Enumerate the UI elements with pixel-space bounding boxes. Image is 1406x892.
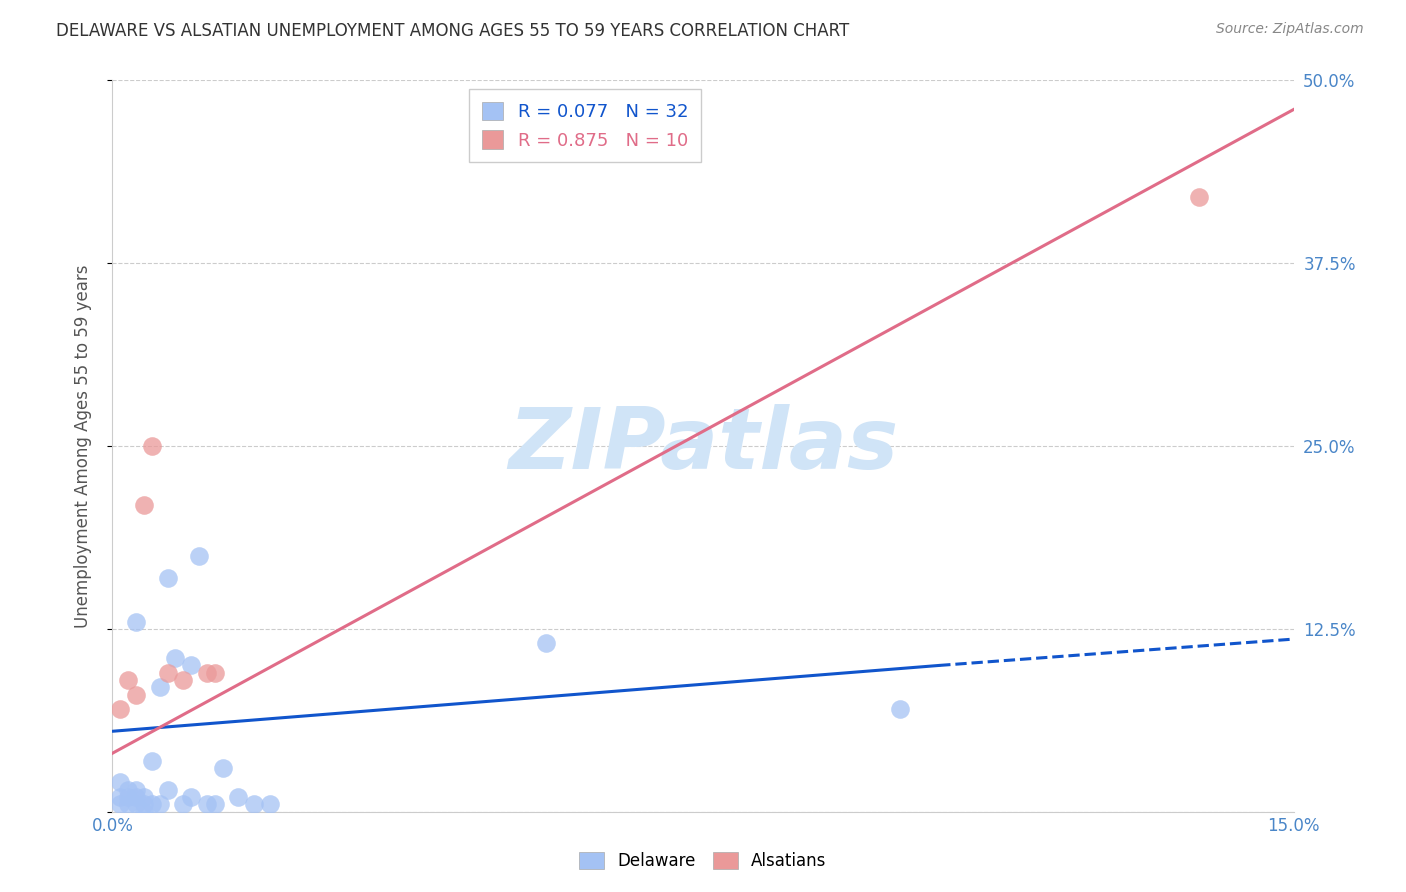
Point [259, 797, 281, 812]
Point [156, 782, 179, 797]
Point [125, 790, 148, 805]
Point [149, 797, 172, 812]
Point [188, 549, 211, 563]
Text: ZIPatlas: ZIPatlas [508, 404, 898, 488]
Point [125, 782, 148, 797]
Point [180, 790, 202, 805]
Y-axis label: Unemployment Among Ages 55 to 59 years: Unemployment Among Ages 55 to 59 years [73, 264, 91, 628]
Point [141, 439, 163, 453]
Point [211, 761, 233, 775]
Point [534, 636, 557, 650]
Point [243, 797, 266, 812]
Point [117, 797, 139, 812]
Point [117, 673, 139, 687]
Point [132, 797, 155, 812]
Point [125, 797, 148, 812]
Point [204, 797, 226, 812]
Point [204, 665, 226, 680]
Point [132, 498, 155, 512]
Text: Source: ZipAtlas.com: Source: ZipAtlas.com [1216, 22, 1364, 37]
Point [132, 790, 155, 805]
Legend: Delaware, Alsatians: Delaware, Alsatians [572, 845, 834, 877]
Point [125, 688, 148, 702]
Point [156, 665, 179, 680]
Point [110, 775, 132, 789]
Point [132, 805, 155, 819]
Point [165, 651, 187, 665]
Point [141, 754, 163, 768]
Point [117, 790, 139, 805]
Point [1188, 190, 1211, 204]
Point [110, 702, 132, 716]
Point [228, 790, 250, 805]
Point [141, 797, 163, 812]
Point [125, 615, 148, 629]
Point [889, 702, 911, 716]
Point [156, 571, 179, 585]
Point [195, 797, 218, 812]
Point [117, 782, 139, 797]
Point [149, 681, 172, 695]
Point [195, 665, 218, 680]
Point [110, 797, 132, 812]
Point [110, 790, 132, 805]
Point [172, 797, 194, 812]
Point [180, 658, 202, 673]
Text: DELAWARE VS ALSATIAN UNEMPLOYMENT AMONG AGES 55 TO 59 YEARS CORRELATION CHART: DELAWARE VS ALSATIAN UNEMPLOYMENT AMONG … [56, 22, 849, 40]
Point [172, 673, 194, 687]
